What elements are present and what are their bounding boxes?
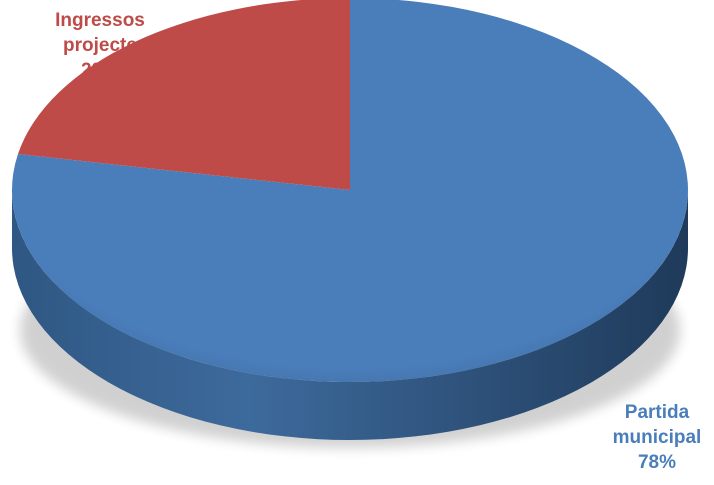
data-label-partida-municipal: Partida municipal 78%: [600, 400, 714, 475]
label-name-line-2: projecte: [63, 35, 137, 56]
label-percent: 78%: [637, 452, 677, 473]
label-name-line-1: Partida: [624, 402, 690, 423]
label-percent: 22%: [80, 60, 120, 81]
label-name-line-1: Ingressos: [55, 10, 145, 31]
data-label-ingressos-projecte: Ingressos projecte 22%: [25, 8, 175, 83]
label-name-line-2: municipal: [612, 427, 702, 448]
